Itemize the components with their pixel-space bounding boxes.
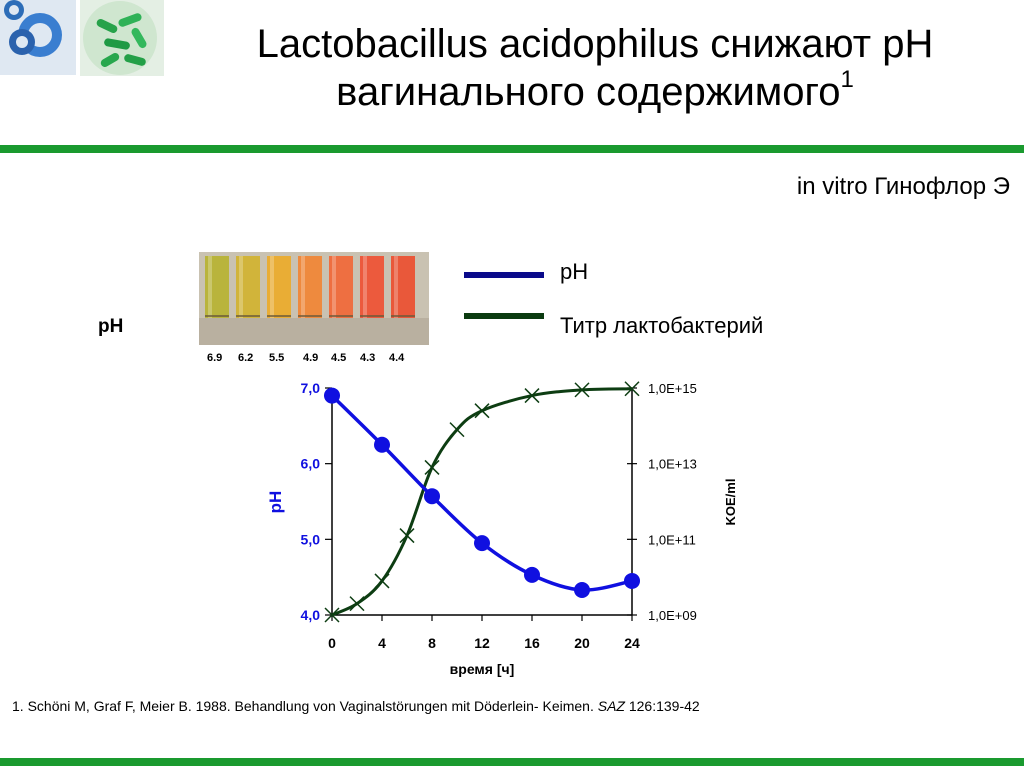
ph-series-line	[330, 394, 633, 592]
legend-ph-line	[464, 272, 544, 278]
footnote: 1. Schöni M, Graf F, Meier B. 1988. Beha…	[12, 698, 700, 714]
titer-point	[524, 388, 540, 404]
titer-point	[574, 382, 590, 398]
tube	[360, 256, 384, 318]
titer-point	[624, 381, 640, 397]
logo	[0, 0, 164, 76]
bottom-divider	[0, 758, 1024, 766]
ph-point	[424, 488, 440, 505]
tube	[236, 256, 260, 318]
x-tick-label: 12	[474, 635, 490, 651]
legend-ph-label: pH	[560, 259, 589, 284]
right-y-tick-label: 1,0E+11	[648, 532, 696, 547]
tube-ph-value: 6.9	[207, 352, 223, 364]
title-footnote-mark: 1	[840, 66, 854, 93]
x-tick-label: 4	[378, 635, 386, 651]
right-y-tick-label: 1,0E+09	[648, 608, 697, 623]
tubes-ph-label: pH	[98, 316, 124, 337]
titer-point	[349, 596, 365, 612]
ph-point	[324, 387, 340, 404]
footnote-text: 1. Schöni M, Graf F, Meier B. 1988. Beha…	[12, 698, 594, 714]
tube-ph-value: 4.9	[303, 352, 319, 364]
tube	[267, 256, 291, 318]
x-tick-label: 20	[574, 635, 590, 651]
left-y-axis-label: pH	[266, 491, 285, 514]
right-y-axis-label: KOE/ml	[723, 479, 738, 526]
top-divider	[0, 145, 1024, 153]
titer-point	[399, 528, 415, 544]
titer-point	[374, 573, 390, 589]
left-y-tick-label: 5,0	[301, 531, 321, 547]
x-tick-label: 24	[624, 635, 640, 651]
legend-titer-label: Титр лактобактерий	[560, 313, 764, 338]
legend-titer-line	[464, 313, 544, 319]
tubes-photo	[199, 252, 429, 345]
titer-point	[449, 422, 465, 438]
tube-ph-value: 4.4	[389, 352, 405, 364]
tube	[391, 256, 415, 318]
tube-highlight	[270, 256, 274, 318]
ph-point	[574, 582, 590, 599]
right-y-tick-label: 1,0E+15	[648, 381, 697, 396]
titer-point	[324, 607, 340, 623]
tube-highlight	[332, 256, 336, 318]
tube-ph-value: 4.5	[331, 352, 347, 364]
tube-highlight	[208, 256, 212, 318]
ph-point	[624, 572, 640, 589]
tube-ph-values: 6.9 6.2 5.5 4.9 4.5 4.3 4.4	[199, 352, 419, 366]
footnote-journal: SAZ	[597, 698, 625, 714]
tube-highlight	[239, 256, 243, 318]
ph-point	[474, 535, 490, 552]
titer-point	[424, 459, 440, 475]
titer-point	[474, 403, 490, 419]
footnote-ref: 126:139-42	[628, 698, 700, 714]
tube	[298, 256, 322, 318]
titer-series-line	[331, 387, 633, 617]
tube-highlight	[394, 256, 398, 318]
tube	[205, 256, 229, 318]
right-y-tick-label: 1,0E+13	[648, 457, 697, 472]
tube-ph-value: 6.2	[238, 352, 254, 364]
subtitle: in vitro Гинофлор Э	[796, 173, 1010, 200]
x-tick-label: 8	[428, 635, 436, 651]
left-y-tick-label: 4,0	[301, 607, 321, 623]
tube-ph-value: 4.3	[360, 352, 376, 364]
x-tick-label: 0	[328, 635, 336, 651]
tube-ph-value: 5.5	[269, 352, 285, 364]
slide-title-text: Lactobacillus acidophilus снижают pH ваг…	[256, 22, 934, 114]
x-axis-label: время [ч]	[450, 661, 515, 677]
ph-point	[374, 436, 390, 453]
left-y-tick-label: 7,0	[301, 380, 321, 396]
x-tick-label: 16	[524, 635, 540, 651]
tube	[329, 256, 353, 318]
ph-point	[524, 566, 540, 583]
slide-title: Lactobacillus acidophilus снижают pH ваг…	[190, 20, 1000, 116]
tube-highlight	[301, 256, 305, 318]
tube-highlight	[363, 256, 367, 318]
left-y-tick-label: 6,0	[301, 456, 321, 472]
